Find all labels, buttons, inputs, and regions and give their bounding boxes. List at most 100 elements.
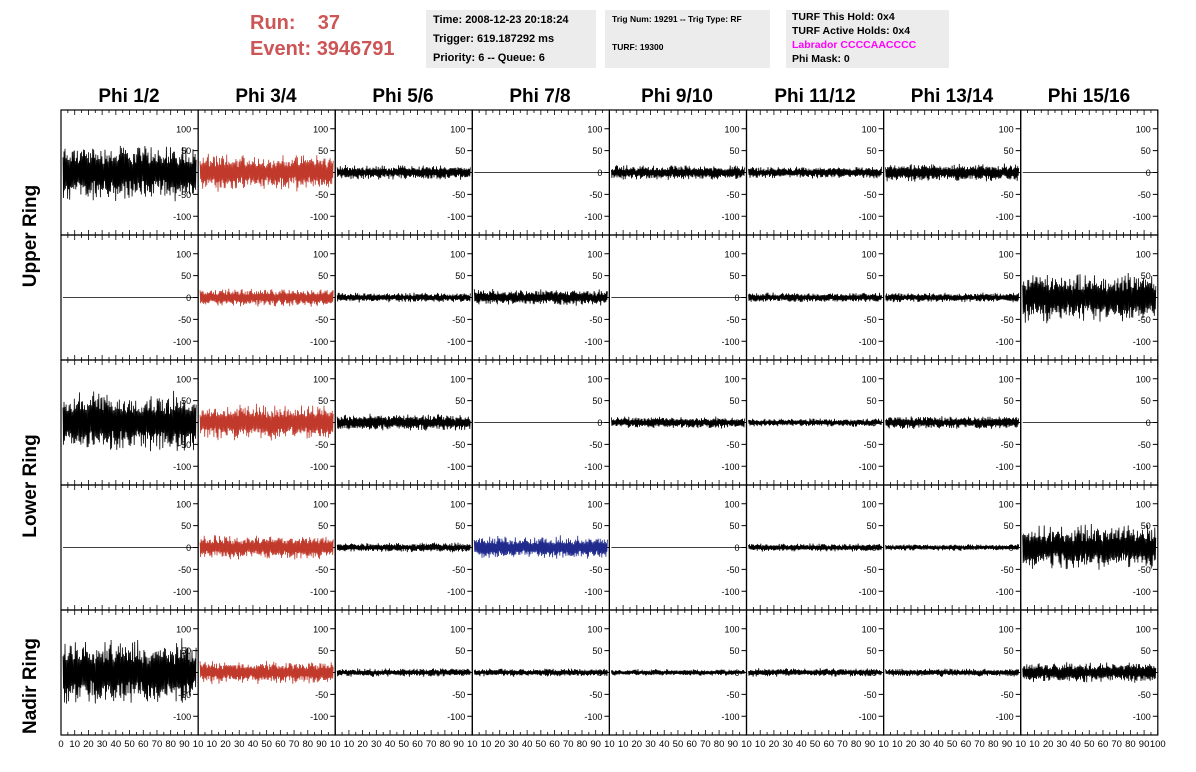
- time-info-box: Time: 2008-12-23 20:18:24 Trigger: 619.1…: [426, 10, 596, 68]
- x-tick-label: 60: [412, 739, 423, 750]
- y-tick-label: -50: [589, 690, 602, 700]
- y-tick-label: -100: [310, 587, 328, 597]
- turf-hold-text: TURF This Hold: 0x4: [792, 11, 895, 23]
- y-tick-label: 50: [455, 396, 465, 406]
- y-tick-label: -50: [864, 190, 877, 200]
- y-tick-label: 50: [318, 521, 328, 531]
- y-tick-label: -50: [864, 315, 877, 325]
- waveform-trace: [611, 416, 745, 429]
- y-tick-label: -100: [996, 212, 1014, 222]
- y-tick-label: -100: [1133, 337, 1151, 347]
- x-tick-label: 80: [988, 739, 999, 750]
- y-tick-label: 50: [729, 271, 739, 281]
- y-tick-label: 100: [176, 499, 191, 509]
- y-tick-label: 100: [587, 624, 602, 634]
- y-tick-label: 50: [867, 271, 877, 281]
- waveform-trace: [473, 668, 608, 677]
- waveform-trace: [336, 413, 471, 431]
- y-tick-label: 50: [1141, 271, 1151, 281]
- y-tick-label: -50: [452, 315, 465, 325]
- y-tick-label: 50: [867, 396, 877, 406]
- x-tick-label: 10: [1029, 739, 1040, 750]
- y-tick-label: 0: [734, 543, 739, 553]
- y-tick-label: 50: [181, 396, 191, 406]
- y-tick-label: -100: [447, 212, 465, 222]
- waveform-trace: [1022, 523, 1157, 570]
- x-tick-label: 70: [837, 739, 848, 750]
- y-tick-label: 50: [867, 646, 877, 656]
- x-tick-label: 10: [604, 739, 615, 750]
- x-tick-label: 20: [494, 739, 505, 750]
- y-tick-label: 50: [1004, 521, 1014, 531]
- y-tick-label: -50: [452, 440, 465, 450]
- trigger-text: Trigger: 619.187292 ms: [433, 33, 555, 45]
- column-header-phi-15-16: Phi 15/16: [1047, 86, 1131, 107]
- y-tick-label: 100: [450, 499, 465, 509]
- x-tick-label: 30: [1057, 739, 1068, 750]
- y-tick-label: 100: [862, 624, 877, 634]
- y-tick-label: -50: [589, 190, 602, 200]
- y-tick-label: -50: [178, 190, 191, 200]
- x-tick-label: 70: [1111, 739, 1122, 750]
- waveform-trace: [473, 288, 608, 306]
- y-tick-label: -100: [447, 337, 465, 347]
- y-tick-label: -50: [589, 565, 602, 575]
- waveform-trace: [885, 292, 1020, 303]
- x-tick-label: 40: [248, 739, 259, 750]
- trig-info-box: Trig Num: 19291 -- Trig Type: RF TURF: 1…: [605, 10, 770, 68]
- y-tick-label: -50: [1138, 440, 1151, 450]
- x-tick-label: 60: [138, 739, 149, 750]
- waveform-trace: [336, 292, 471, 303]
- column-header-phi-13-14: Phi 13/14: [910, 86, 994, 107]
- y-tick-label: 100: [999, 124, 1014, 134]
- y-tick-label: -100: [996, 587, 1014, 597]
- x-tick-label: 70: [426, 739, 437, 750]
- waveform-trace: [885, 163, 1020, 182]
- y-tick-label: -50: [315, 190, 328, 200]
- y-tick-label: 100: [1136, 624, 1151, 634]
- x-tick-label: 60: [1098, 739, 1109, 750]
- waveform-trace: [62, 145, 197, 202]
- waveform-trace: [885, 668, 1020, 677]
- y-tick-label: -100: [584, 587, 602, 597]
- y-tick-label: -50: [315, 565, 328, 575]
- y-tick-label: -50: [1001, 690, 1014, 700]
- y-tick-label: -50: [726, 315, 739, 325]
- y-tick-label: 50: [729, 146, 739, 156]
- y-tick-label: -100: [1133, 462, 1151, 472]
- y-tick-label: -50: [452, 190, 465, 200]
- waveform-trace: [611, 669, 745, 676]
- y-tick-label: -100: [1133, 212, 1151, 222]
- event-label: Event:: [250, 38, 312, 60]
- waveform-trace: [1022, 272, 1157, 324]
- x-tick-label: 90: [1002, 739, 1013, 750]
- y-tick-label: 100: [176, 249, 191, 259]
- x-tick-label: 10: [69, 739, 80, 750]
- y-tick-label: -50: [726, 565, 739, 575]
- x-tick-label: 80: [302, 739, 313, 750]
- y-tick-label: -50: [1001, 315, 1014, 325]
- x-tick-label: 40: [522, 739, 533, 750]
- y-tick-label: 50: [592, 146, 602, 156]
- waveform-trace: [199, 153, 334, 192]
- y-tick-label: 50: [1004, 271, 1014, 281]
- y-tick-label: 0: [1146, 418, 1151, 428]
- y-tick-label: -50: [1001, 190, 1014, 200]
- waveform-trace: [885, 544, 1020, 551]
- y-tick-label: -100: [173, 212, 191, 222]
- x-tick-label: 20: [632, 739, 643, 750]
- y-tick-label: -50: [1138, 690, 1151, 700]
- y-tick-label: 100: [999, 249, 1014, 259]
- x-tick-label: 10: [741, 739, 752, 750]
- y-tick-label: 50: [1141, 521, 1151, 531]
- y-tick-label: 50: [455, 646, 465, 656]
- y-tick-label: -100: [996, 462, 1014, 472]
- x-tick-label: 20: [220, 739, 231, 750]
- x-tick-label: 10: [481, 739, 492, 750]
- y-tick-label: 100: [999, 499, 1014, 509]
- y-tick-label: -100: [859, 337, 877, 347]
- waveform-trace: [336, 668, 471, 677]
- priority-text: Priority: 6 -- Queue: 6: [433, 52, 545, 64]
- y-tick-label: -50: [1138, 190, 1151, 200]
- y-tick-label: -50: [1138, 565, 1151, 575]
